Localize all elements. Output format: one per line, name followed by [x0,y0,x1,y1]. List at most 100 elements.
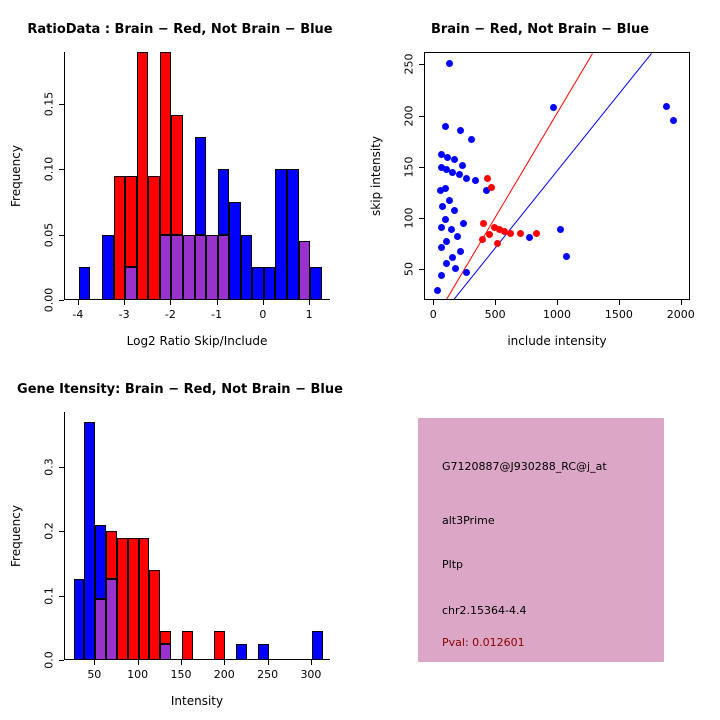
scatter-point-blue [663,102,671,110]
x-tick-mark [495,300,497,305]
scatter-point-red [507,229,515,237]
hist-bar [181,631,193,660]
y-tick-label: 100 [402,207,416,229]
hist-bar [95,598,107,660]
x-tick-mark [124,300,126,305]
x-tick-mark [94,660,96,665]
y-tick-label: 50 [402,262,416,277]
x-tick-mark [216,300,218,305]
hist-bar [136,52,149,300]
y-tick-label: 0.0 [42,651,56,669]
scatter-point-blue [462,268,470,276]
x-tick-mark [137,660,139,665]
scatter-point-blue [444,154,452,162]
scatter-point-blue [443,238,451,246]
hist-bar [206,234,218,300]
gene-name-text: Pltp [442,558,463,571]
x-tick-label: 50 [87,668,102,681]
x-tick-label: -4 [72,308,84,321]
hist-bar [171,114,183,235]
scatter-point-red [493,240,501,248]
y-tick-mark [59,531,64,533]
scatter-point-red [533,229,541,237]
x-axis-label: Log2 Ratio Skip/Include [126,334,268,348]
scatter-point-blue [471,176,479,184]
hist-bar [160,643,172,660]
y-tick-label: 0.1 [42,586,56,605]
hist-bar [160,631,172,644]
scatter-point-blue [450,207,458,215]
y-tick-label: 150 [402,156,416,178]
hist-bar [217,234,230,300]
hist-bar [298,241,311,300]
hist-bar [113,176,126,300]
y-tick-mark [59,660,64,661]
x-tick-mark [433,300,435,305]
plot-area [64,52,330,300]
scatter-point-blue [441,123,449,131]
y-tick-label: 0.10 [42,157,56,182]
y-axis-label: skip intensity [369,136,383,216]
hist-bar [138,537,150,660]
scatter-point-blue [482,186,490,194]
scatter-point-blue [449,169,457,177]
hist-bar [95,524,107,599]
info-box: G7120887@J930288_RC@j_at alt3Prime Pltp … [418,418,664,662]
scatter-point-blue [445,59,453,67]
scatter-point-blue [439,203,447,211]
y-tick-label: 0.05 [42,222,56,247]
y-tick-mark [59,466,64,468]
x-tick-label: 1 [305,308,313,321]
scatter-point-red [496,225,504,233]
hist-bar [78,267,91,300]
pval-text: Pval: 0.012601 [442,636,525,649]
x-tick-label: 0 [429,308,437,321]
scatter-point-blue [438,223,446,231]
plot-area [424,52,690,300]
hist-bar [116,537,128,660]
scatter-point-blue [454,232,462,240]
scatter-point-blue [443,259,451,267]
x-tick-label: 1000 [543,308,571,321]
x-tick-mark [310,660,312,665]
x-axis-label: Intensity [170,694,224,708]
scatter-point-blue [563,253,571,261]
scatter-point-blue [438,164,446,172]
scatter-point-blue [456,127,464,135]
hist-bar [263,267,276,300]
scatter-point-red [480,219,488,227]
x-tick-label: 150 [170,668,192,681]
hist-bar [84,421,96,660]
scatter-point-blue [441,184,449,192]
hist-bar [252,267,264,300]
hist-bar [149,569,161,660]
scatter-point-red [487,183,495,191]
panel-info: G7120887@J930288_RC@j_at alt3Prime Pltp … [360,360,720,720]
scatter-point-red [501,227,509,235]
x-tick-mark [618,300,620,305]
x-tick-mark [224,660,226,665]
x-tick-label: 1500 [604,308,633,321]
hist-bar [159,52,172,235]
splice-type-text: alt3Prime [442,514,495,527]
scatter-point-blue [438,150,446,158]
x-tick-mark [267,660,269,665]
y-tick-mark [59,104,64,106]
hist-bar [194,234,207,300]
hist-bar [236,643,247,660]
hist-bar [171,234,183,300]
x-tick-mark [170,300,172,305]
scatter-point-blue [449,254,457,262]
y-axis-label: Frequency [9,145,23,207]
x-tick-label: -3 [118,308,130,321]
panel-scatter: Brain − Red, Not Brain − Blue skip inten… [360,0,720,360]
chart-title: RatioData : Brain − Red, Not Brain − Blu… [27,22,333,37]
scatter-point-blue [443,166,451,174]
panel-ratio-histogram: RatioData : Brain − Red, Not Brain − Blu… [0,0,360,360]
y-tick-mark [59,595,64,597]
y-tick-mark [419,269,424,271]
hist-bar [106,531,117,580]
x-tick-label: 2000 [666,308,695,321]
scatter-point-blue [467,135,475,143]
hist-bar [125,267,137,300]
